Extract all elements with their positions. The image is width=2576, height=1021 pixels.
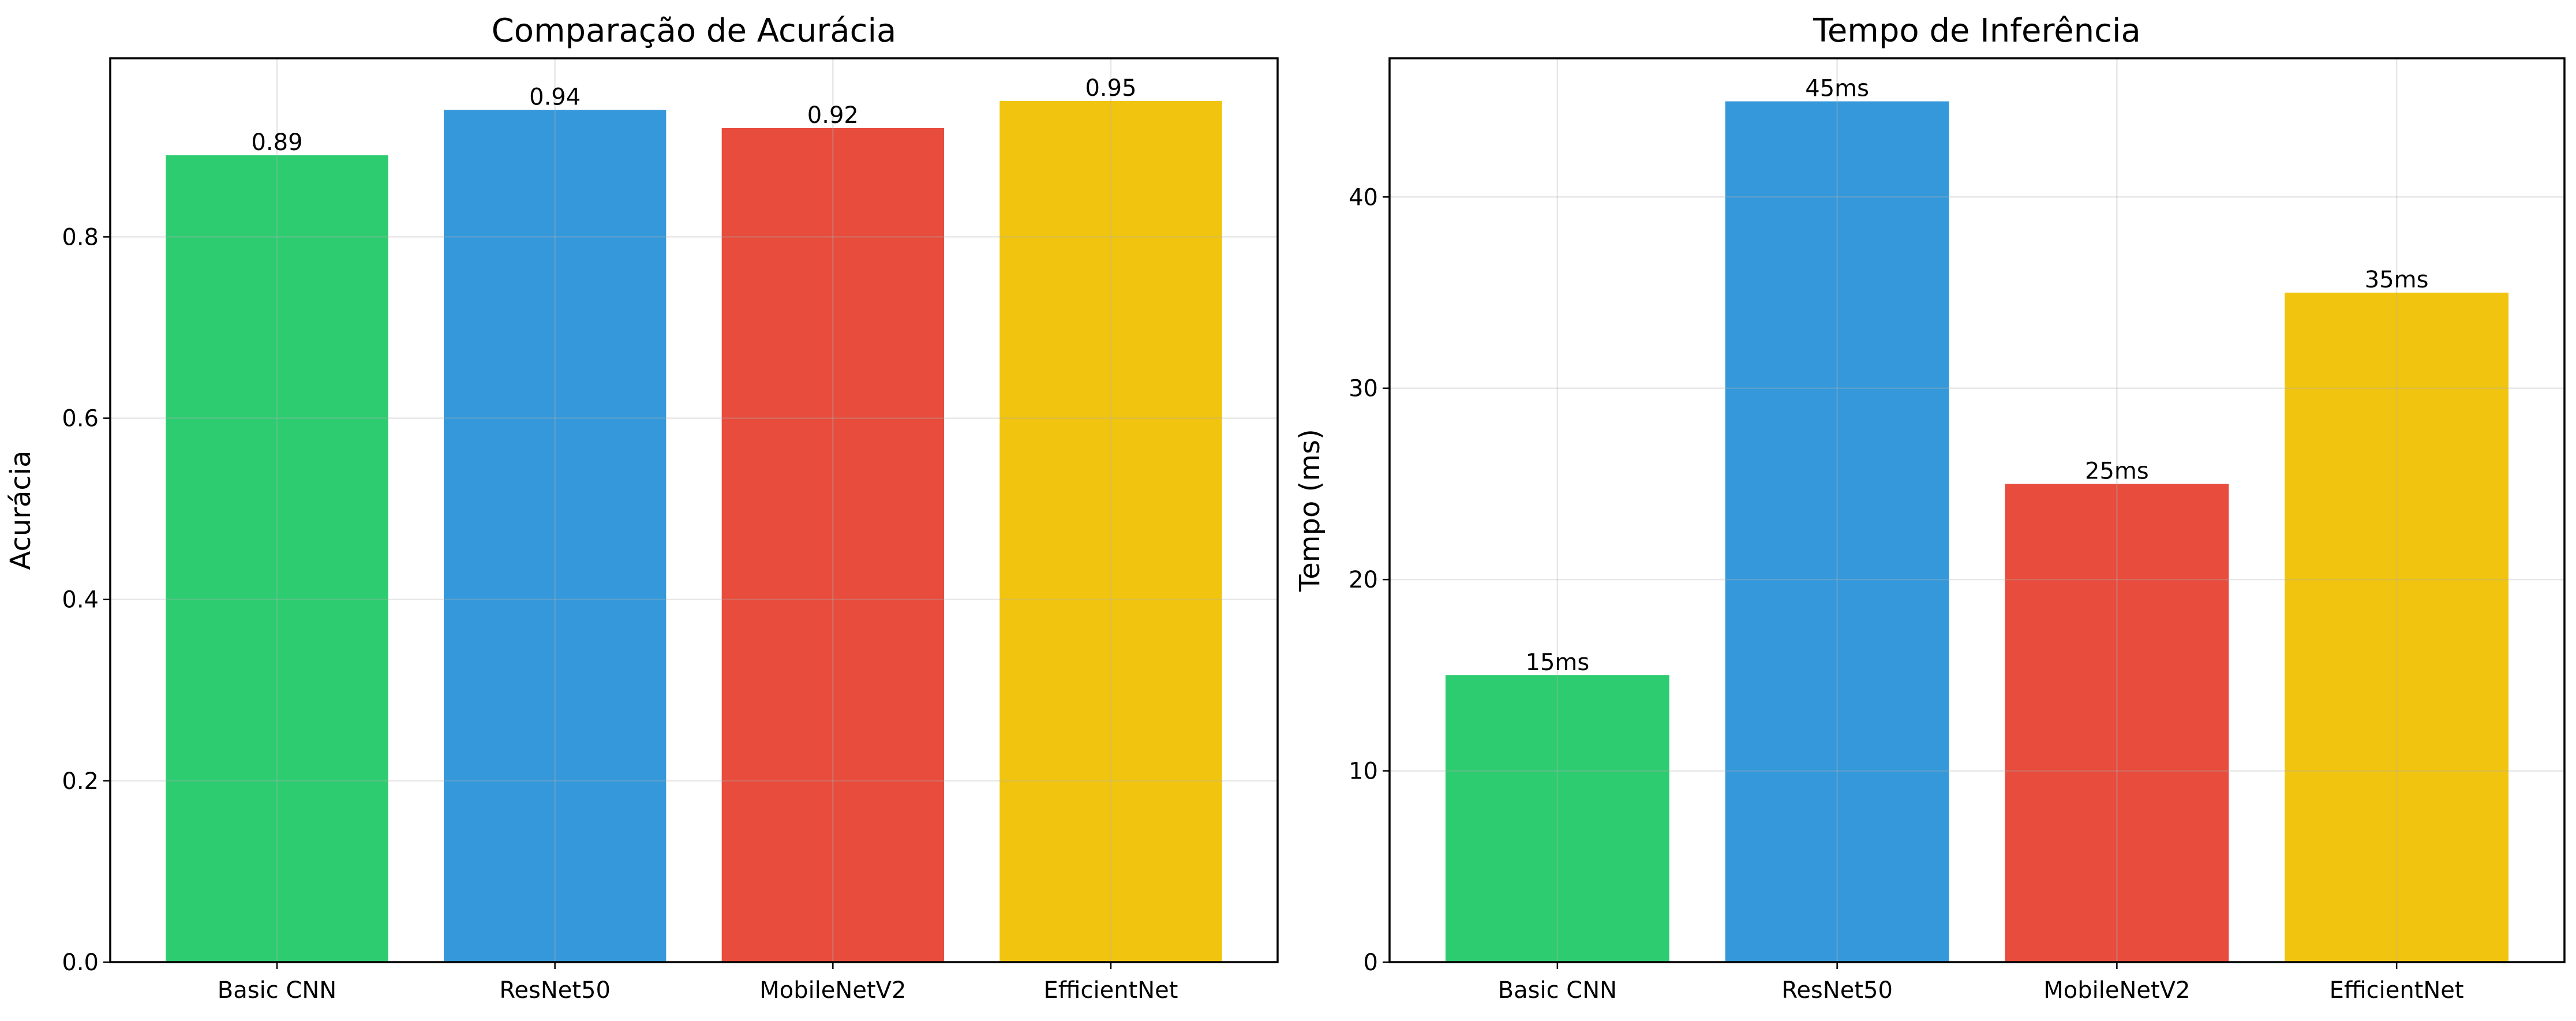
y-tick-label: 0.0 — [62, 949, 99, 976]
x-tick-label: Basic CNN — [1498, 977, 1617, 1004]
x-tick-label: Basic CNN — [218, 977, 336, 1004]
y-tick-label: 0.6 — [62, 406, 99, 432]
x-tick-label: MobileNetV2 — [2043, 977, 2190, 1004]
y-axis-label: Tempo (ms) — [1294, 429, 1326, 592]
y-tick-label: 30 — [1349, 376, 1378, 402]
x-tick-label: EfficientNet — [2330, 977, 2464, 1004]
chart-panel-2: 15ms 45ms 25ms 35ms 0 10 20 30 40 Basic CNN ResNet… — [1294, 12, 2566, 1004]
bar — [1445, 675, 1669, 962]
bar — [166, 155, 388, 963]
y-tick-label: 0.4 — [62, 587, 99, 614]
chart-panel-1: 0.89 0.94 0.92 0.95 0.0 0.2 0.4 0.6 0.8 Basic CNN… — [5, 12, 1279, 1004]
plot-frame — [109, 57, 1279, 963]
y-tick-label: 10 — [1349, 758, 1378, 785]
x-tick-label: ResNet50 — [499, 977, 611, 1004]
bar-value-label: 35ms — [2365, 267, 2429, 293]
y-tick-label: 0.2 — [62, 768, 99, 795]
bar-value-label: 45ms — [1805, 76, 1869, 102]
chart-title: Tempo de Inferência — [1813, 12, 2141, 50]
bar-value-label: 0.89 — [251, 129, 302, 156]
y-tick-label: 0 — [1364, 949, 1378, 976]
y-axis-label: Acurácia — [5, 450, 37, 570]
x-tick-label: ResNet50 — [1781, 977, 1893, 1004]
bar-value-label: 0.94 — [529, 84, 581, 111]
bar — [1725, 101, 1949, 963]
chart-title: Comparação de Acurácia — [492, 12, 897, 50]
x-tick-label: EfficientNet — [1044, 977, 1178, 1004]
bar — [999, 100, 1222, 962]
bar-value-label: 0.92 — [807, 102, 859, 129]
y-tick-label: 40 — [1349, 184, 1378, 211]
y-tick-label: 20 — [1349, 567, 1378, 593]
bar — [2285, 293, 2509, 962]
bar-value-label: 25ms — [2085, 458, 2149, 484]
bar — [721, 128, 944, 963]
bar — [444, 110, 667, 962]
x-tick-label: MobileNetV2 — [759, 977, 906, 1004]
plot-frame — [1388, 57, 2566, 963]
bar-value-label: 0.95 — [1085, 75, 1136, 102]
bar-value-label: 15ms — [1526, 649, 1590, 676]
bar — [2005, 484, 2229, 962]
y-tick-label: 0.8 — [62, 224, 99, 250]
